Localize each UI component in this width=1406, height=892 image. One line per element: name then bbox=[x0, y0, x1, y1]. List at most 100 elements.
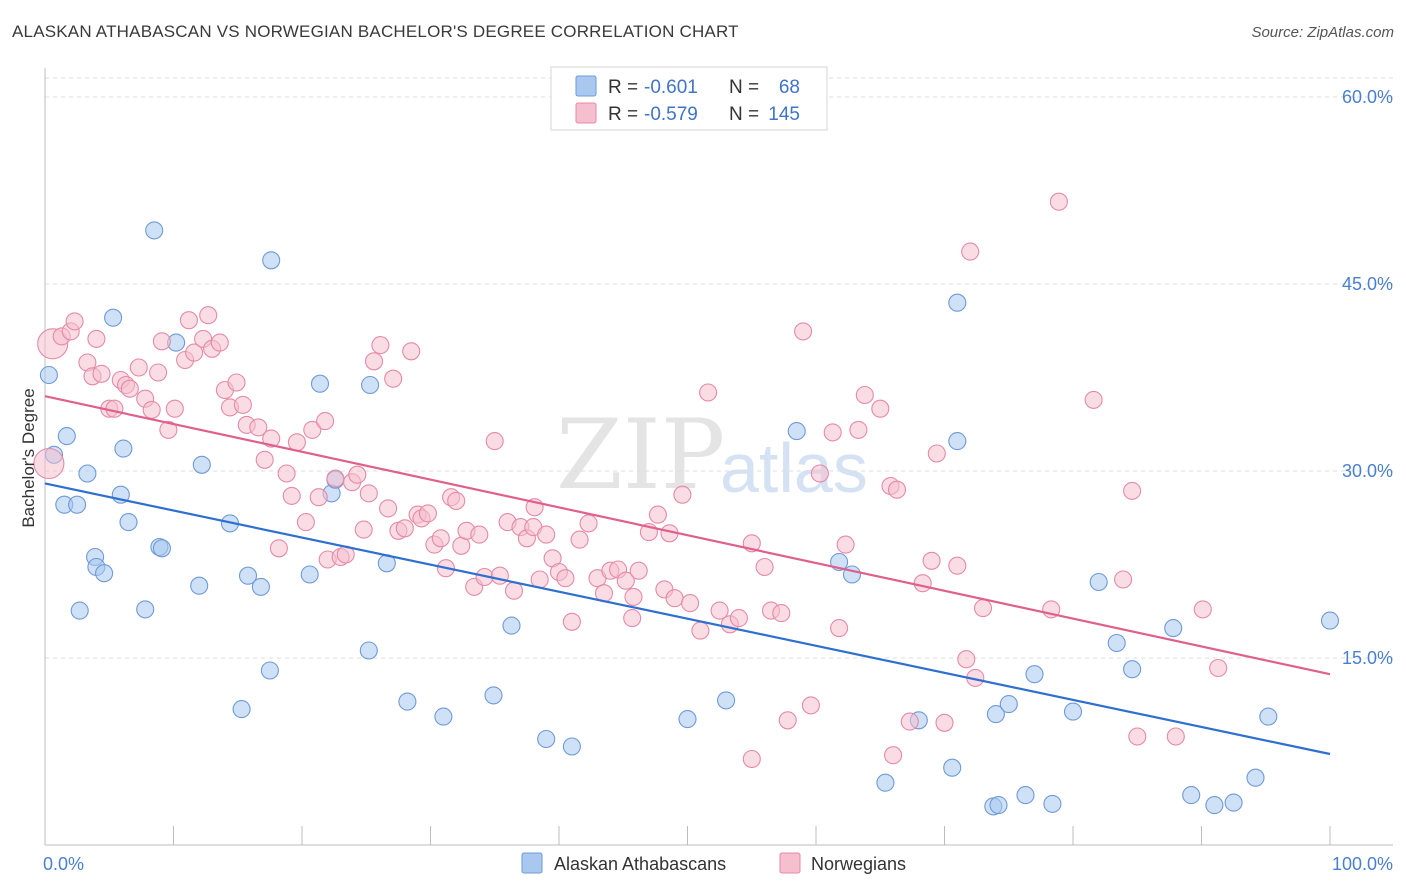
norwegian-point bbox=[755, 557, 774, 577]
watermark-zip: ZIP bbox=[556, 399, 725, 511]
norwegian-point bbox=[1114, 570, 1133, 589]
norwegian-point bbox=[801, 696, 820, 715]
athabascan-point bbox=[948, 432, 967, 451]
norwegian-point bbox=[973, 599, 993, 618]
norwegian-point bbox=[165, 399, 184, 418]
norwegian-point bbox=[269, 539, 288, 558]
norwegian-point bbox=[1049, 192, 1068, 211]
athabascan-point bbox=[1107, 633, 1126, 653]
athabascan-point bbox=[190, 576, 209, 595]
norwegian-point bbox=[871, 399, 890, 418]
norwegian-point bbox=[504, 581, 524, 600]
norwegian-point bbox=[142, 400, 161, 419]
athabascan-point bbox=[1246, 768, 1265, 787]
athabascan-point bbox=[136, 600, 155, 619]
norwegian-point bbox=[699, 383, 718, 402]
y-tick-label: 60.0% bbox=[1342, 87, 1393, 107]
legend-r-label: R = bbox=[608, 77, 638, 98]
athabascan-point bbox=[943, 758, 962, 777]
athabascan-point bbox=[152, 539, 171, 558]
norwegian-point bbox=[452, 536, 471, 555]
norwegian-point bbox=[277, 464, 296, 483]
athabascan-point bbox=[39, 365, 58, 385]
norwegian-point bbox=[729, 609, 748, 628]
legend-n-value: 68 bbox=[779, 77, 800, 98]
norwegian-point bbox=[233, 395, 252, 414]
norwegian-point bbox=[900, 712, 919, 731]
athabascan-point bbox=[104, 308, 123, 327]
athabascan-point bbox=[948, 293, 967, 312]
athabascan-point bbox=[537, 729, 556, 749]
norwegian-point bbox=[384, 369, 403, 388]
watermark-atlas: atlas bbox=[720, 429, 868, 507]
norwegian-point bbox=[92, 364, 111, 383]
athabascan-point bbox=[1182, 786, 1201, 805]
athabascan-point bbox=[68, 495, 87, 514]
x-tick-label: 0.0% bbox=[43, 854, 84, 874]
athabascan-point bbox=[1164, 619, 1183, 638]
legend-label-athabascan: Alaskan Athabascans bbox=[554, 854, 726, 874]
norwegian-point bbox=[179, 311, 198, 330]
athabascan-point bbox=[262, 251, 281, 270]
data-points bbox=[33, 192, 1340, 816]
norwegian-point bbox=[957, 650, 976, 669]
norwegian-point bbox=[249, 418, 268, 437]
norwegian-point bbox=[309, 488, 328, 507]
athabascan-point bbox=[78, 464, 97, 483]
athabascan-point bbox=[1089, 572, 1108, 592]
x-tick-labels: 0.0% 100.0% bbox=[43, 854, 1393, 874]
athabascan-point bbox=[361, 375, 380, 395]
norwegian-point bbox=[629, 561, 648, 580]
athabascan-point bbox=[1259, 707, 1278, 726]
norwegian-point bbox=[579, 514, 598, 533]
athabascan-point bbox=[398, 692, 417, 711]
legend-r-value: -0.579 bbox=[644, 104, 698, 125]
norwegian-point bbox=[1166, 727, 1185, 746]
norwegian-point bbox=[470, 525, 489, 544]
athabascan-point bbox=[251, 577, 270, 596]
athabascan-point bbox=[502, 616, 521, 635]
athabascan-point bbox=[145, 221, 164, 240]
norwegian-point bbox=[364, 352, 384, 371]
norwegian-point bbox=[778, 711, 797, 730]
norwegian-point bbox=[227, 373, 246, 392]
norwegian-point bbox=[665, 589, 684, 608]
norwegian-point bbox=[359, 484, 378, 503]
norwegian-point bbox=[431, 529, 450, 548]
series-legend: Alaskan Athabascans Norwegians bbox=[521, 852, 906, 874]
legend-swatch-norwegian bbox=[575, 102, 597, 124]
trend-lines bbox=[44, 395, 1331, 756]
norwegian-point bbox=[152, 332, 171, 351]
athabascan-point bbox=[1224, 793, 1243, 812]
norwegian-point bbox=[65, 312, 84, 331]
norwegian-point bbox=[562, 612, 581, 631]
athabascan-point bbox=[1016, 786, 1035, 805]
norwegian-point bbox=[836, 535, 855, 554]
norwegian-point bbox=[287, 433, 306, 452]
norwegian-point bbox=[922, 551, 941, 570]
athabascan-point bbox=[484, 686, 503, 705]
norwegian-point bbox=[913, 574, 932, 593]
norwegian-point bbox=[556, 569, 575, 588]
norwegian-point bbox=[887, 480, 907, 499]
correlation-legend: R = -0.601 N = 68 R = -0.579 N = 145 bbox=[550, 66, 828, 131]
y-tick-label: 15.0% bbox=[1342, 648, 1393, 668]
y-tick-label: 45.0% bbox=[1342, 274, 1393, 294]
athabascan-point bbox=[989, 796, 1008, 815]
norwegian-point bbox=[691, 621, 710, 640]
norwegian-point bbox=[348, 465, 367, 484]
athabascan-point bbox=[232, 700, 251, 719]
norwegian-point bbox=[681, 594, 700, 613]
norwegian-point bbox=[673, 485, 692, 504]
norwegian-point bbox=[961, 242, 980, 261]
norwegian-point bbox=[1193, 600, 1212, 619]
athabascan-point bbox=[238, 566, 258, 585]
athabascan-point bbox=[70, 601, 89, 620]
norwegian-point bbox=[1128, 727, 1147, 746]
norwegian-point bbox=[772, 604, 791, 623]
norwegian-point bbox=[354, 520, 373, 539]
norwegian-point bbox=[830, 619, 849, 638]
athabascan-point bbox=[300, 565, 319, 584]
legend-n-label: N = bbox=[729, 77, 759, 98]
